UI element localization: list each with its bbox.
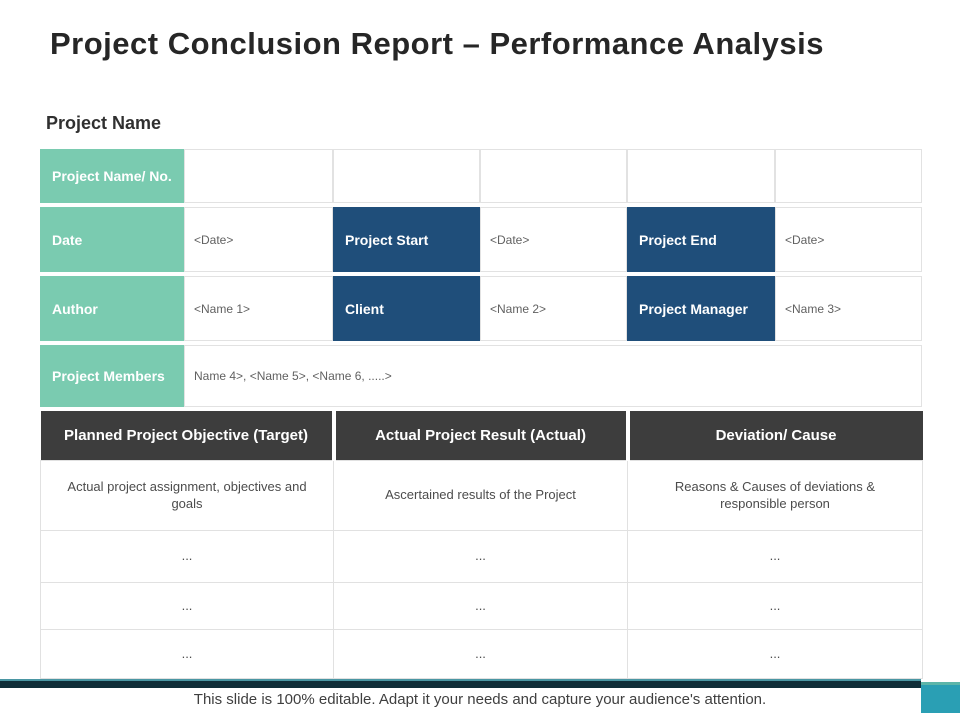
table-cell: ... bbox=[333, 582, 628, 630]
bottom-bar-decoration bbox=[0, 679, 921, 688]
info-label-cell: Project Name/ No. bbox=[40, 149, 184, 203]
column-header-deviation: Deviation/ Cause bbox=[625, 411, 923, 461]
info-row-project-name: Project Name/ No. bbox=[40, 149, 922, 203]
info-value-cell: <Name 3> bbox=[775, 276, 922, 341]
table-cell: Actual project assignment, objectives an… bbox=[40, 460, 334, 531]
info-label-cell: Project End bbox=[627, 207, 775, 272]
info-label-cell: Client bbox=[333, 276, 480, 341]
table-cell: ... bbox=[333, 629, 628, 679]
table-cell: ... bbox=[627, 629, 923, 679]
column-header-objective: Planned Project Objective (Target) bbox=[40, 411, 334, 461]
project-info-table: Project Name/ No. Date <Date> Project St… bbox=[40, 145, 922, 411]
table-cell: ... bbox=[40, 530, 334, 583]
project-name-heading: Project Name bbox=[46, 113, 162, 133]
table-row: ... ... ... bbox=[40, 629, 923, 679]
info-value-cell bbox=[775, 149, 922, 203]
info-value-cell bbox=[333, 149, 480, 203]
info-label-cell: Date bbox=[40, 207, 184, 272]
table-cell: ... bbox=[333, 530, 628, 583]
table-row: Actual project assignment, objectives an… bbox=[40, 460, 923, 531]
info-value-cell: <Date> bbox=[184, 207, 333, 272]
table-cell: ... bbox=[627, 530, 923, 583]
info-value-cell bbox=[184, 149, 333, 203]
info-label-cell: Author bbox=[40, 276, 184, 341]
table-cell: ... bbox=[40, 582, 334, 630]
info-value-cell: <Date> bbox=[775, 207, 922, 272]
slide-title: Project Conclusion Report – Performance … bbox=[50, 26, 824, 61]
accent-square-decoration bbox=[921, 682, 960, 713]
table-cell: ... bbox=[40, 629, 334, 679]
table-cell: Ascertained results of the Project bbox=[333, 460, 628, 531]
footer-note: This slide is 100% editable. Adapt it yo… bbox=[193, 691, 767, 708]
info-row-author: Author <Name 1> Client <Name 2> Project … bbox=[40, 276, 922, 341]
performance-table: Planned Project Objective (Target) Actua… bbox=[40, 411, 923, 679]
info-members-cell: Name 4>, <Name 5>, <Name 6, .....> bbox=[184, 345, 922, 407]
column-header-result: Actual Project Result (Actual) bbox=[331, 411, 628, 461]
table-row: ... ... ... bbox=[40, 530, 923, 583]
performance-header-row: Planned Project Objective (Target) Actua… bbox=[40, 411, 923, 461]
info-value-cell bbox=[480, 149, 627, 203]
table-cell: ... bbox=[627, 582, 923, 630]
info-value-cell: <Name 2> bbox=[480, 276, 627, 341]
info-row-members: Project Members Name 4>, <Name 5>, <Name… bbox=[40, 345, 922, 407]
info-label-cell: Project Manager bbox=[627, 276, 775, 341]
info-label-cell: Project Start bbox=[333, 207, 480, 272]
table-cell: Reasons & Causes of deviations & respons… bbox=[627, 460, 923, 531]
table-row: ... ... ... bbox=[40, 582, 923, 630]
info-row-date: Date <Date> Project Start <Date> Project… bbox=[40, 207, 922, 272]
info-value-cell: <Name 1> bbox=[184, 276, 333, 341]
info-label-cell: Project Members bbox=[40, 345, 184, 407]
info-value-cell: <Date> bbox=[480, 207, 627, 272]
info-value-cell bbox=[627, 149, 775, 203]
